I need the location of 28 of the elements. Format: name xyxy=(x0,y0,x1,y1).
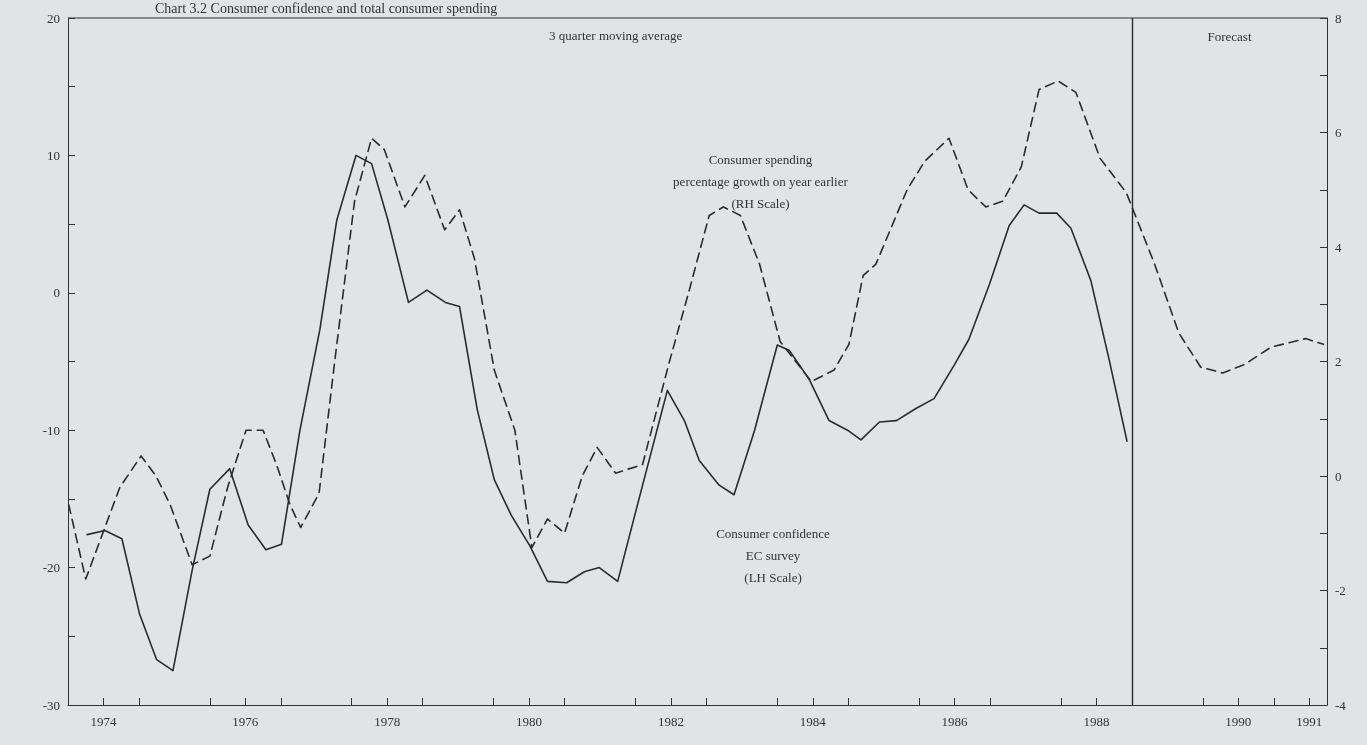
y2-tick-label: 2 xyxy=(1335,354,1342,369)
ref-line-label: Forecast xyxy=(1207,29,1252,44)
x-tick-label: 1982 xyxy=(657,714,684,729)
x-tick-label: 1991 xyxy=(1296,714,1323,729)
y2-tick-label: -4 xyxy=(1335,697,1347,713)
chart-title: Chart 3.2 Consumer confidence and total consumer spending xyxy=(155,0,498,16)
y-tick-label: -10 xyxy=(42,422,60,438)
x-tick-label: 1990 xyxy=(1225,714,1252,729)
y-tick-label: -30 xyxy=(42,697,60,713)
x-tick-label: 1984 xyxy=(799,714,827,729)
x-tick-label: 1976 xyxy=(232,714,259,729)
y-tick-label: 20 xyxy=(47,10,60,26)
x-tick-label: 1988 xyxy=(1083,714,1110,729)
y2-tick-label: 6 xyxy=(1335,125,1342,140)
y2-tick-label: 0 xyxy=(1335,468,1342,484)
y2-tick-label: 4 xyxy=(1335,239,1342,255)
x-tick-label: 1986 xyxy=(941,714,969,729)
y-tick-label: 10 xyxy=(47,147,60,163)
x-tick-label: 1978 xyxy=(374,714,401,729)
y-tick-label: -20 xyxy=(42,560,60,576)
x-tick-label: 1974 xyxy=(90,714,117,729)
annotation: 3 quarter moving average xyxy=(549,28,683,44)
annotation: Consumer spending percentage growth on year earlier (RH Scale) xyxy=(673,152,849,212)
annotation: Consumer confidence EC survey (LH Scale) xyxy=(716,526,831,586)
y2-tick-label: -2 xyxy=(1335,583,1346,598)
y2-tick-label: 8 xyxy=(1335,10,1342,26)
y-tick-label: 0 xyxy=(53,285,60,301)
x-tick-label: 1980 xyxy=(516,714,543,729)
